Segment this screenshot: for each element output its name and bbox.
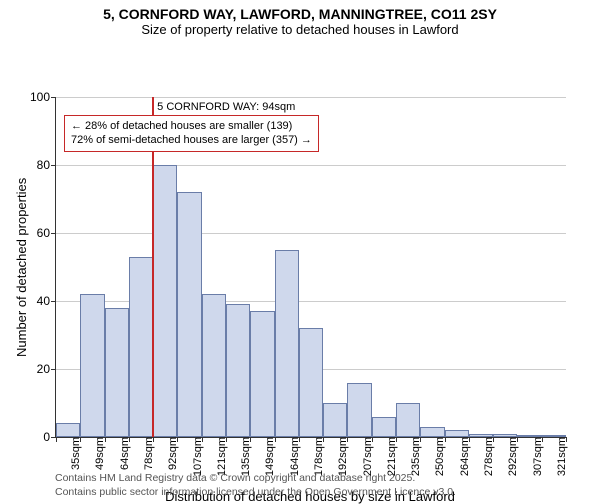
histogram-bar — [396, 403, 420, 437]
histogram-bar — [275, 250, 299, 437]
x-tick-label: 192sqm — [335, 437, 349, 476]
reference-pointer-label: 5 CORNFORD WAY: 94sqm — [157, 101, 295, 113]
grid-line — [56, 165, 566, 166]
x-tick-label: 207sqm — [360, 437, 374, 476]
chart-subtitle: Size of property relative to detached ho… — [0, 22, 600, 37]
histogram-bar — [323, 403, 347, 437]
histogram-bar — [299, 328, 323, 437]
chart-title: 5, CORNFORD WAY, LAWFORD, MANNINGTREE, C… — [0, 0, 600, 22]
histogram-bar — [420, 427, 444, 437]
histogram-bar — [153, 165, 177, 437]
y-tick-label: 0 — [43, 430, 56, 444]
histogram-bar — [105, 308, 129, 437]
x-tick-label: 250sqm — [432, 437, 446, 476]
footer-line-1: Contains HM Land Registry data © Crown c… — [55, 472, 456, 486]
x-tick-label: 164sqm — [287, 437, 301, 476]
footer-line-2: Contains public sector information licen… — [55, 486, 456, 500]
x-tick-label: 235sqm — [408, 437, 422, 476]
x-tick-label: 278sqm — [481, 437, 495, 476]
plot-area: 02040608010035sqm49sqm64sqm78sqm92sqm107… — [55, 97, 566, 438]
annotation-line-2: 72% of semi-detached houses are larger (… — [71, 133, 312, 147]
y-axis-label: Number of detached properties — [14, 178, 29, 357]
x-tick-label: 307sqm — [530, 437, 544, 476]
y-tick-label: 100 — [30, 90, 56, 104]
histogram-bar — [202, 294, 226, 437]
histogram-bar — [226, 304, 250, 437]
grid-line — [56, 233, 566, 234]
histogram-bar — [56, 423, 80, 437]
y-tick-label: 40 — [37, 294, 56, 308]
x-tick-label: 121sqm — [214, 437, 228, 476]
attribution-footer: Contains HM Land Registry data © Crown c… — [55, 472, 456, 499]
histogram-bar — [177, 192, 201, 437]
y-tick-label: 60 — [37, 226, 56, 240]
histogram-bar — [250, 311, 274, 437]
x-tick-label: 321sqm — [554, 437, 568, 476]
histogram-bar — [372, 417, 396, 437]
histogram-bar — [80, 294, 104, 437]
histogram-bar — [445, 430, 469, 437]
grid-line — [56, 97, 566, 98]
y-tick-label: 20 — [37, 362, 56, 376]
x-tick-label: 264sqm — [457, 437, 471, 476]
annotation-box: ← 28% of detached houses are smaller (13… — [64, 115, 319, 152]
x-tick-label: 149sqm — [262, 437, 276, 476]
x-tick-label: 292sqm — [505, 437, 519, 476]
x-tick-label: 135sqm — [238, 437, 252, 476]
histogram-bar — [129, 257, 153, 437]
y-tick-label: 80 — [37, 158, 56, 172]
annotation-line-1: ← 28% of detached houses are smaller (13… — [71, 119, 312, 133]
chart-container: { "title": "5, CORNFORD WAY, LAWFORD, MA… — [0, 0, 600, 500]
x-tick-label: 178sqm — [311, 437, 325, 476]
x-tick-label: 107sqm — [190, 437, 204, 476]
histogram-bar — [347, 383, 371, 437]
x-tick-label: 221sqm — [384, 437, 398, 476]
